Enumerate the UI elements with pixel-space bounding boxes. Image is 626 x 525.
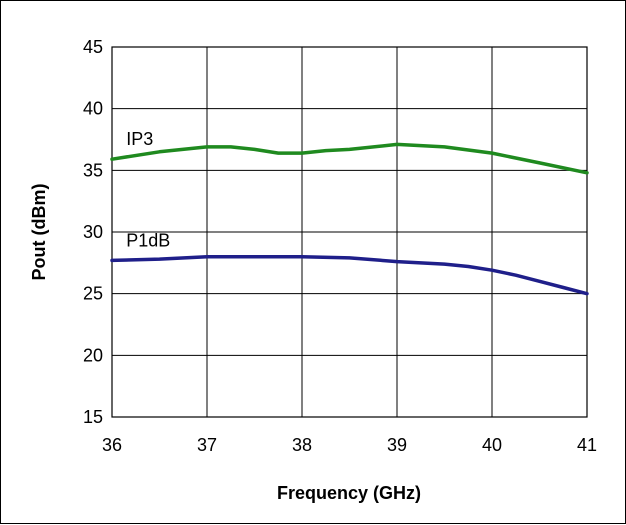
x-tick-label: 37 [197,435,217,455]
y-tick-label: 20 [83,345,103,365]
y-tick-label: 40 [83,99,103,119]
x-axis-title: Frequency (GHz) [277,483,421,503]
y-tick-label: 35 [83,160,103,180]
y-tick-label: 30 [83,222,103,242]
y-axis-ticks: 15 20 25 30 35 40 45 [83,37,103,427]
series-labels: IP3 P1dB [126,129,170,250]
grid [112,47,587,417]
y-tick-label: 25 [83,284,103,304]
x-tick-label: 41 [577,435,597,455]
x-tick-label: 38 [292,435,312,455]
x-tick-label: 40 [482,435,502,455]
plot-area [111,46,588,418]
series-label-p1db: P1dB [126,230,170,250]
y-axis-title: Pout (dBm) [29,184,49,281]
x-tick-label: 39 [387,435,407,455]
series-layer [110,142,589,296]
x-axis-ticks: 36 37 38 39 40 41 [102,435,597,455]
series-line-p1db [110,254,589,296]
series-label-ip3: IP3 [126,129,153,149]
series-line-ip3 [110,142,589,175]
y-tick-label: 45 [83,37,103,57]
y-tick-label: 15 [83,407,103,427]
x-tick-label: 36 [102,435,122,455]
